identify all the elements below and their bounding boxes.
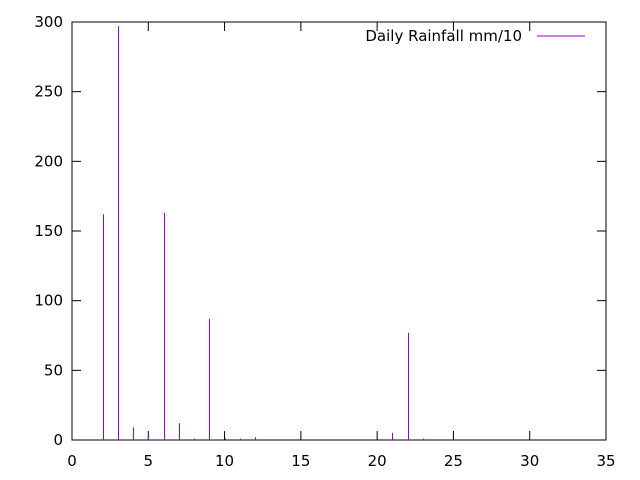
x-axis-ticks: 0 5 10 15 20 25 30 35 <box>67 22 616 470</box>
y-tick-label: 150 <box>34 222 63 240</box>
legend-label: Daily Rainfall mm/10 <box>365 27 522 45</box>
x-tick-label: 30 <box>520 452 539 470</box>
y-tick-label: 300 <box>34 13 63 31</box>
legend: Daily Rainfall mm/10 <box>365 27 585 45</box>
plot-frame <box>71 21 607 441</box>
y-tick-label: 0 <box>53 431 63 449</box>
y-tick-label: 250 <box>34 83 63 101</box>
x-tick-label: 25 <box>444 452 463 470</box>
x-tick-label: 15 <box>291 452 310 470</box>
x-tick-label: 20 <box>368 452 387 470</box>
x-tick-label: 10 <box>215 452 234 470</box>
y-tick-label: 200 <box>34 152 63 170</box>
rainfall-bars <box>103 26 424 440</box>
x-tick-label: 35 <box>596 452 615 470</box>
y-tick-label: 100 <box>34 292 63 310</box>
plot-border <box>71 21 607 441</box>
y-tick-label: 50 <box>44 361 63 379</box>
x-tick-label: 5 <box>144 452 154 470</box>
y-axis-ticks: 0 50 100 150 200 250 300 <box>34 13 606 449</box>
x-tick-label: 0 <box>67 452 77 470</box>
